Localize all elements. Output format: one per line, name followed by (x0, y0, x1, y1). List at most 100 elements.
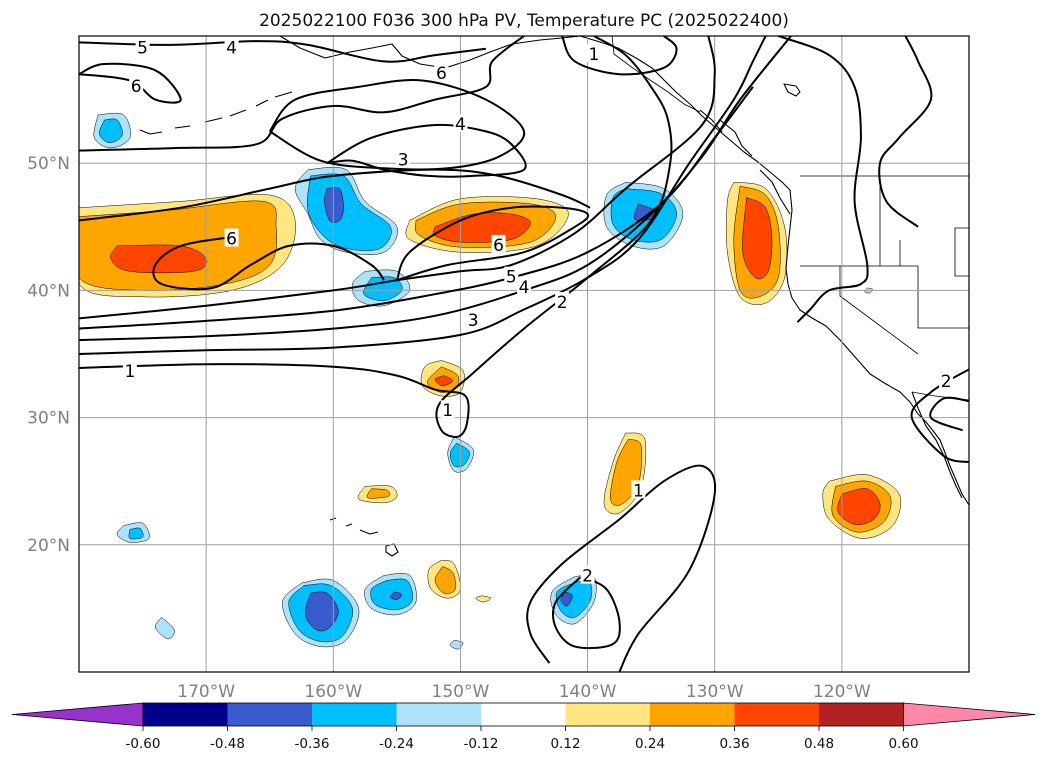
contour-label: 1 (124, 362, 135, 382)
anomaly-region (370, 578, 413, 611)
contour-label-knockout (466, 309, 481, 328)
colorbar-segment (312, 703, 397, 726)
colorbar-tick-label: 0.36 (719, 736, 749, 752)
pv-contour-line (79, 36, 673, 438)
lon-tick-label: 160°W (304, 682, 362, 702)
colorbar-tick-label: 0.60 (888, 736, 918, 752)
lon-tick-label: 150°W (432, 682, 490, 702)
colorbar-segment (227, 703, 313, 726)
colorbar-tick-label: -0.48 (210, 736, 245, 752)
anomaly-region (449, 442, 470, 468)
lon-tick-label: 170°W (177, 682, 235, 702)
anomaly-region (366, 488, 390, 499)
contour-label: 6 (131, 77, 142, 97)
map-background (79, 36, 969, 672)
colorbar-tick-label: -0.36 (295, 736, 330, 752)
anomaly-region (324, 186, 344, 223)
contour-label: 1 (589, 45, 600, 65)
contour-label-knockout (440, 400, 455, 419)
anomaly-region (363, 276, 403, 301)
colorbar-tick-label: 0.12 (550, 736, 580, 752)
us-west-coast (785, 189, 969, 506)
colorbar-frame (142, 702, 904, 727)
colorbar-tick-label: -0.60 (126, 736, 161, 752)
contour-label: 4 (455, 115, 466, 135)
pv-contour-line (79, 36, 716, 320)
colorbar-tick-label: 0.24 (635, 736, 665, 752)
anomaly-region (154, 616, 175, 640)
lon-tick-label: 120°W (813, 682, 871, 702)
contour-label-knockout (939, 370, 954, 389)
lat-tick-label: 20°N (27, 536, 70, 556)
contour-label-knockout (580, 565, 595, 584)
anomaly-region (304, 591, 339, 632)
pv-contour-line (395, 205, 590, 282)
anomaly-region (128, 527, 144, 540)
pv-contour-line (79, 40, 487, 63)
contour-label: 6 (493, 236, 504, 256)
colorbar-segment (734, 703, 820, 726)
lat-tick-label: 30°N (27, 409, 70, 429)
colorbar-tick-label: 0.48 (804, 736, 834, 752)
contour-label-knockout (122, 360, 137, 379)
contour-label-knockout (129, 75, 144, 94)
contour-label-knockout (224, 37, 239, 56)
colorbar-segment (396, 703, 482, 726)
contour-label-knockout (453, 114, 468, 133)
pv-contour-line (551, 575, 621, 650)
anomaly-region (837, 488, 881, 525)
contour-label-knockout (491, 234, 506, 253)
contour-label: 2 (941, 372, 952, 392)
colorbar-segment (650, 703, 735, 726)
pv-contour-line (561, 36, 678, 76)
anomaly-region (475, 595, 492, 603)
contour-label-knockout (434, 63, 449, 82)
contour-label: 6 (436, 64, 447, 84)
contour-label: 3 (398, 151, 409, 171)
colorbar-tick-label: -0.12 (464, 736, 499, 752)
pv-contour-line (878, 36, 933, 228)
contour-label: 4 (519, 278, 530, 298)
map-frame (78, 35, 970, 673)
pv-contour-line (79, 36, 525, 152)
contour-label: 2 (557, 293, 568, 313)
contour-label: 1 (442, 401, 453, 421)
colorbar-segment (143, 703, 228, 726)
contour-label-knockout (631, 480, 646, 499)
alaska-canada-border (611, 36, 701, 113)
us-state-lines (800, 176, 969, 355)
colorbar-extend-low (11, 702, 144, 727)
bc-islands (699, 109, 791, 215)
anomaly-region (449, 639, 464, 650)
contour-label: 3 (468, 311, 479, 331)
contour-label-knockout (555, 292, 570, 311)
colorbar-segment (819, 703, 904, 726)
contour-label-knockout (224, 228, 239, 247)
colorbar-tick-label: -0.24 (379, 736, 414, 752)
contour-label: 5 (506, 268, 517, 288)
pv-contour-line (79, 168, 591, 222)
lake (783, 83, 801, 97)
contour-label: 1 (633, 481, 644, 501)
lat-tick-label: 50°N (27, 154, 70, 174)
anomaly-region (434, 375, 454, 387)
political-borders (611, 36, 969, 401)
aleutian-chain (139, 91, 293, 135)
pv-contour-line (268, 79, 526, 171)
anomaly-region (742, 197, 773, 280)
colorbar: -0.60 -0.48 -0.36 -0.24 -0.12 0.12 0.24 0.36 0.4… (11, 702, 1036, 752)
colorbar-extend-high (903, 702, 1036, 727)
latitude-tick-labels: 50°N 40°N 30°N 20°N (27, 154, 70, 556)
contour-label: 5 (137, 39, 148, 59)
lat-tick-label: 40°N (27, 281, 70, 301)
colorbar-segment (481, 703, 566, 726)
colorbar-segment (565, 703, 651, 726)
contour-label: 6 (226, 230, 237, 250)
contour-label-knockout (396, 149, 411, 168)
contour-label-knockout (504, 266, 519, 285)
pv-contour-line (777, 36, 869, 323)
anomaly-region (560, 591, 573, 607)
